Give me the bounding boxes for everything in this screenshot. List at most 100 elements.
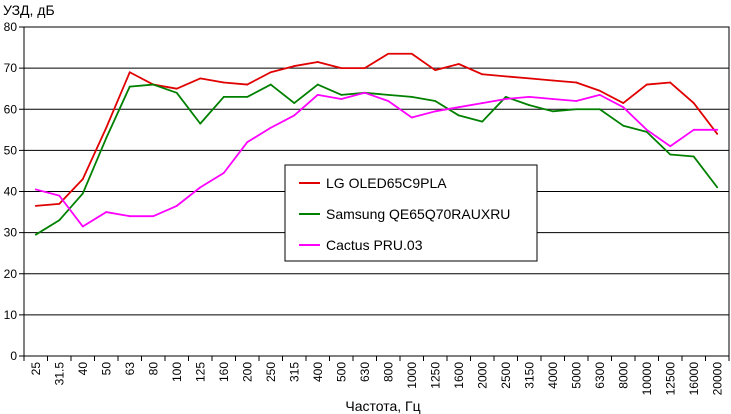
legend-box <box>284 164 538 262</box>
data-point <box>269 126 272 129</box>
x-tick-label: 12500 <box>663 362 677 396</box>
data-point <box>199 186 202 189</box>
data-point <box>598 93 601 96</box>
x-tick-label: 1000 <box>405 362 419 389</box>
data-point <box>481 102 484 104</box>
x-tick-label: 16000 <box>687 362 701 396</box>
data-point <box>598 108 601 111</box>
data-point <box>175 91 178 94</box>
data-point <box>222 81 225 84</box>
data-point <box>692 128 695 131</box>
data-point <box>692 155 695 158</box>
x-tick-label: 20000 <box>710 362 724 396</box>
data-point <box>340 98 343 100</box>
data-point <box>575 81 578 84</box>
data-point <box>716 133 719 135</box>
legend-label-lg: LG OLED65C9PLA <box>326 175 447 191</box>
data-point <box>716 186 719 189</box>
data-point <box>669 81 672 84</box>
x-tick-label: 2000 <box>475 362 489 389</box>
data-point <box>293 114 296 117</box>
data-point <box>457 106 460 109</box>
x-tick-label: 4000 <box>546 362 560 389</box>
x-tick-label: 800 <box>381 362 395 382</box>
data-point <box>387 93 390 96</box>
data-point <box>269 71 272 74</box>
y-tick-label: 50 <box>4 143 18 157</box>
series-group <box>34 52 719 236</box>
data-point <box>410 116 413 119</box>
series-line-0 <box>35 52 718 207</box>
data-point <box>269 83 272 86</box>
data-point <box>58 219 61 222</box>
data-point <box>105 211 108 213</box>
data-point <box>152 215 155 218</box>
data-point <box>481 73 484 76</box>
data-point <box>504 96 507 98</box>
x-tick-label: 3150 <box>522 362 536 389</box>
x-tick-label: 8000 <box>616 362 630 389</box>
y-tick-label: 60 <box>4 102 18 116</box>
data-point <box>622 106 625 109</box>
data-point <box>551 79 554 82</box>
data-point <box>645 83 648 86</box>
data-point <box>58 202 61 205</box>
data-point <box>222 96 225 98</box>
x-tick-label: 40 <box>76 362 90 376</box>
x-tick-label: 315 <box>287 362 301 382</box>
data-point <box>645 128 648 131</box>
legend-label-cactus: Cactus PRU.03 <box>326 237 423 253</box>
x-tick-label: 1250 <box>428 362 442 389</box>
data-point <box>387 100 390 102</box>
y-tick-label: 20 <box>4 267 18 281</box>
data-point <box>528 104 531 107</box>
x-tick-label: 80 <box>146 362 160 376</box>
data-point <box>34 204 37 207</box>
data-point <box>105 126 108 129</box>
data-point <box>551 98 554 100</box>
data-point <box>105 137 108 139</box>
y-tick-label: 80 <box>4 20 18 34</box>
data-point <box>293 102 296 104</box>
data-point <box>81 225 84 228</box>
x-tick-label: 1600 <box>452 362 466 389</box>
data-point <box>410 96 413 98</box>
x-tick-label: 6300 <box>593 362 607 389</box>
legend: LG OLED65C9PLA Samsung QE65Q70RAUXRU Cac… <box>284 164 538 262</box>
data-point <box>246 83 249 86</box>
y-axis-title: УЗД, дБ <box>3 2 55 18</box>
y-tick-label: 40 <box>4 185 18 199</box>
x-ticks: 25 31.5 40 50 63 80 100 125 160 200 250 315 400 500 63… <box>23 356 730 396</box>
data-point <box>246 96 249 98</box>
x-tick-label: 125 <box>193 362 207 382</box>
data-point <box>34 233 37 236</box>
x-tick-label: 63 <box>123 362 137 376</box>
x-tick-label: 400 <box>311 362 325 382</box>
x-tick-label: 630 <box>358 362 372 382</box>
data-point <box>199 77 202 80</box>
x-tick-label: 50 <box>99 362 113 376</box>
data-point <box>692 102 695 104</box>
series-line-1 <box>35 83 718 236</box>
data-point <box>528 77 531 80</box>
data-point <box>152 83 155 86</box>
y-tick-label: 30 <box>4 226 18 240</box>
series-line-2 <box>35 91 718 228</box>
data-point <box>575 100 578 102</box>
data-point <box>434 110 437 113</box>
data-point <box>81 192 84 195</box>
data-point <box>128 71 131 74</box>
x-tick-label: 100 <box>170 362 184 382</box>
legend-label-samsung: Samsung QE65Q70RAUXRU <box>326 206 510 222</box>
data-point <box>434 100 437 102</box>
x-axis-title: Частота, Гц <box>345 398 420 414</box>
x-tick-label: 10000 <box>640 362 654 396</box>
data-point <box>457 114 460 117</box>
data-point <box>246 141 249 144</box>
data-point <box>669 145 672 148</box>
data-point <box>175 87 178 90</box>
data-point <box>622 124 625 127</box>
data-point <box>481 120 484 123</box>
data-point <box>363 91 366 94</box>
